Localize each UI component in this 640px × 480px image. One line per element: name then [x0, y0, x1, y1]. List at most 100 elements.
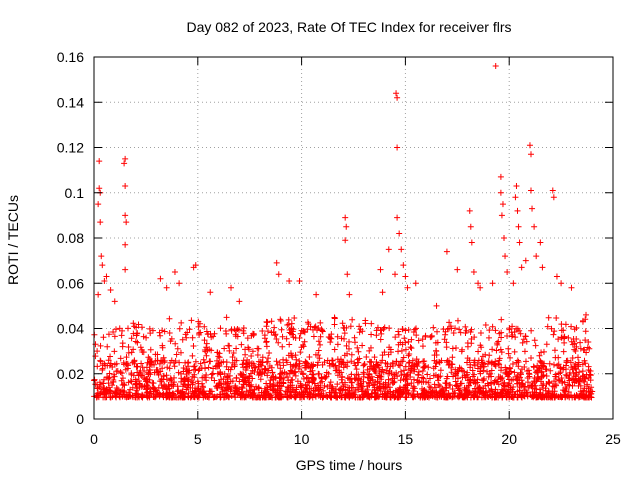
data-point	[160, 376, 167, 383]
data-point	[497, 189, 504, 196]
data-point	[233, 345, 240, 352]
data-point	[163, 284, 170, 291]
data-point	[547, 367, 554, 374]
data-point	[136, 369, 143, 376]
data-point	[332, 362, 339, 369]
data-point	[293, 356, 300, 363]
data-point	[263, 339, 270, 346]
data-point	[339, 320, 346, 327]
data-point	[393, 90, 400, 97]
data-point	[585, 339, 592, 346]
data-point	[498, 389, 505, 396]
data-point	[505, 381, 512, 388]
data-point	[452, 345, 459, 352]
data-point	[232, 394, 239, 401]
data-point	[514, 380, 521, 387]
data-point	[284, 384, 291, 391]
data-point	[506, 364, 513, 371]
data-point	[563, 371, 570, 378]
data-point	[130, 346, 137, 353]
data-point	[571, 375, 578, 382]
data-point	[579, 361, 586, 368]
data-point	[283, 335, 290, 342]
data-point	[156, 393, 163, 400]
data-point	[406, 351, 413, 358]
data-point	[317, 341, 324, 348]
data-point	[469, 373, 476, 380]
data-point	[362, 320, 369, 327]
data-point	[454, 266, 461, 273]
data-point	[284, 322, 291, 329]
data-point	[344, 392, 351, 399]
data-point	[360, 371, 367, 378]
data-point	[574, 393, 581, 400]
data-point	[451, 389, 458, 396]
data-point	[331, 321, 338, 328]
data-point	[561, 391, 568, 398]
data-point	[415, 337, 422, 344]
data-point	[402, 339, 409, 346]
data-point	[157, 275, 164, 282]
data-point	[189, 334, 196, 341]
data-point	[550, 361, 557, 368]
data-point	[268, 329, 275, 336]
data-point	[271, 324, 278, 331]
data-point	[411, 368, 418, 375]
data-point	[341, 324, 348, 331]
data-point	[359, 342, 366, 349]
data-point	[390, 379, 397, 386]
data-point	[502, 369, 509, 376]
data-point	[303, 374, 310, 381]
data-point	[264, 358, 271, 365]
data-point	[392, 271, 399, 278]
data-point	[137, 344, 144, 351]
data-point	[448, 369, 455, 376]
data-point	[394, 214, 401, 221]
data-point	[510, 280, 517, 287]
data-point	[368, 364, 375, 371]
data-point	[183, 368, 190, 375]
data-point	[368, 358, 375, 365]
data-point	[134, 339, 141, 346]
data-point	[143, 375, 150, 382]
data-point	[166, 365, 173, 372]
data-point	[133, 363, 140, 370]
data-point	[442, 384, 449, 391]
data-point	[588, 384, 595, 391]
data-point	[571, 326, 578, 333]
data-point	[395, 331, 402, 338]
data-point	[477, 389, 484, 396]
data-point	[498, 367, 505, 374]
data-point	[223, 330, 230, 337]
data-point	[207, 289, 214, 296]
data-point	[402, 346, 409, 353]
data-point	[378, 330, 385, 337]
data-point	[533, 253, 540, 260]
data-point	[263, 380, 270, 387]
data-point	[549, 187, 556, 194]
data-point	[402, 327, 409, 334]
data-point	[334, 381, 341, 388]
data-point	[189, 352, 196, 359]
data-point	[215, 360, 222, 367]
y-tick-label: 0.16	[57, 49, 84, 65]
data-point	[111, 333, 118, 340]
y-tick-label: 0.06	[57, 275, 84, 291]
data-point	[272, 331, 279, 338]
data-point	[279, 343, 286, 350]
data-point	[569, 394, 576, 401]
data-point	[315, 347, 322, 354]
data-point	[213, 394, 220, 401]
data-point	[273, 358, 280, 365]
data-point	[393, 387, 400, 394]
data-point	[558, 327, 565, 334]
data-point	[536, 392, 543, 399]
data-point	[495, 381, 502, 388]
data-point	[449, 361, 456, 368]
data-point	[538, 349, 545, 356]
data-point	[265, 390, 272, 397]
data-point	[224, 380, 231, 387]
data-point	[244, 335, 251, 342]
data-point	[506, 380, 513, 387]
data-point	[489, 323, 496, 330]
